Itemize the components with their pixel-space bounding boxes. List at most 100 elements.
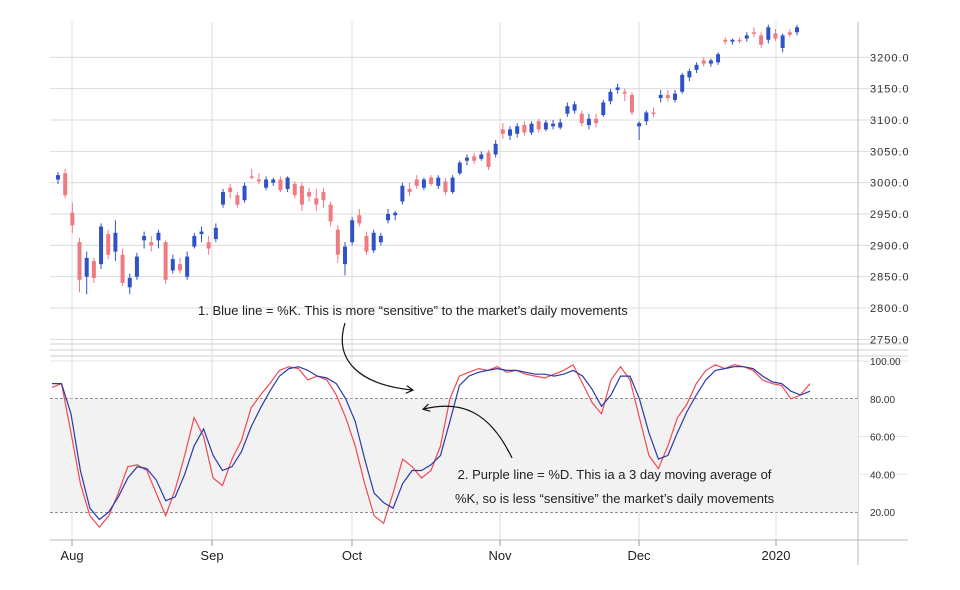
candle-body: [221, 192, 226, 205]
candle-down: [407, 182, 412, 197]
candle-down: [536, 118, 541, 133]
candle-body: [586, 118, 591, 126]
candle-up: [386, 208, 391, 224]
price-tick-label: 3050.0: [870, 146, 910, 158]
candle-body: [264, 179, 269, 188]
candle-up: [508, 126, 513, 141]
candle-body: [77, 242, 82, 280]
price-tick-label: 3150.0: [870, 84, 910, 96]
candle-down: [292, 181, 297, 199]
candle-body: [651, 112, 656, 114]
candle-body: [185, 256, 190, 277]
x-tick-label: Sep: [200, 548, 223, 563]
candle-body: [680, 74, 685, 92]
candle-body: [63, 173, 68, 196]
candle-body: [723, 39, 728, 42]
candle-up: [730, 38, 735, 45]
candle-body: [457, 162, 462, 174]
candle-body: [644, 112, 649, 122]
candle-body: [134, 256, 139, 277]
oscillator-tick-label: 60.00: [870, 433, 895, 444]
candle-body: [292, 183, 297, 196]
candle-down: [149, 235, 154, 252]
annotation-note-2-line-1: 2. Purple line = %D. This ia a 3 day mov…: [457, 467, 772, 482]
candle-up: [271, 177, 276, 186]
candle-down: [364, 231, 369, 255]
oscillator-lines: [51, 363, 811, 529]
candle-body: [414, 179, 419, 186]
candle-body: [665, 94, 670, 99]
candle-body: [479, 154, 484, 159]
candle-body: [464, 157, 469, 161]
candle-up: [558, 118, 563, 130]
candle-down: [773, 29, 778, 42]
candle-up: [199, 226, 204, 243]
candle-up: [185, 251, 190, 280]
arrow-to-k-line: [341, 322, 412, 390]
candle-down: [443, 177, 448, 196]
candle-up: [708, 58, 713, 67]
candle-up: [680, 73, 685, 94]
candle-up: [493, 140, 498, 158]
candle-body: [608, 91, 613, 102]
candle-body: [342, 246, 347, 265]
annotation-arrows: [341, 322, 513, 459]
candle-body: [536, 121, 541, 130]
candle-down: [177, 257, 182, 274]
candle-body: [285, 177, 290, 189]
candle-body: [321, 192, 326, 201]
candle-down: [278, 176, 283, 193]
candle-up: [264, 176, 269, 191]
candle-body: [56, 175, 60, 180]
candle-up: [285, 176, 290, 193]
candle-up: [464, 154, 469, 166]
candle-body: [687, 71, 692, 78]
candle-body: [658, 94, 663, 99]
candle-up: [543, 120, 548, 132]
axis-layer: 3200.0 3150.0 3100.0 3050.0 3000.0 2950.0 2900…: [60, 52, 910, 563]
candle-up: [615, 83, 620, 94]
annotation-note-1: 1. Blue line = %K. This is more “sensiti…: [198, 303, 628, 318]
candle-body: [307, 192, 312, 197]
candle-body: [551, 123, 556, 127]
candle-down: [723, 37, 728, 45]
candle-body: [278, 179, 283, 191]
price-tick-label: 3200.0: [870, 52, 910, 64]
price-tick-label: 3000.0: [870, 178, 910, 190]
candle-up: [99, 223, 104, 270]
candle-body: [615, 87, 620, 90]
candle-body: [795, 27, 799, 33]
candle-up: [371, 229, 376, 253]
candle-body: [84, 257, 89, 277]
candle-up: [457, 160, 462, 176]
candle-down: [414, 175, 419, 189]
candle-down: [472, 152, 477, 164]
d-line: [52, 366, 811, 521]
candle-body: [106, 234, 111, 255]
candle-body: [407, 188, 412, 193]
candle-up: [113, 220, 118, 261]
candle-down: [249, 168, 254, 180]
candle-down: [314, 188, 319, 211]
candle-body: [256, 179, 261, 182]
candle-down: [429, 175, 434, 186]
candle-up: [84, 251, 89, 295]
candle-body: [206, 242, 211, 249]
candle-body: [364, 235, 369, 252]
candle-down: [77, 237, 82, 293]
candle-up: [586, 113, 591, 130]
candle-down: [106, 229, 111, 260]
candle-body: [70, 212, 75, 226]
candle-body: [486, 152, 491, 167]
candle-body: [673, 93, 678, 100]
x-tick-label: 2020: [762, 548, 791, 563]
candle-up: [221, 188, 226, 208]
candle-body: [766, 27, 771, 40]
candle-down: [256, 173, 261, 184]
candle-body: [773, 33, 778, 39]
candle-body: [594, 118, 599, 124]
candle-body: [500, 129, 505, 134]
candle-up: [673, 89, 678, 103]
candle-up: [421, 177, 426, 191]
